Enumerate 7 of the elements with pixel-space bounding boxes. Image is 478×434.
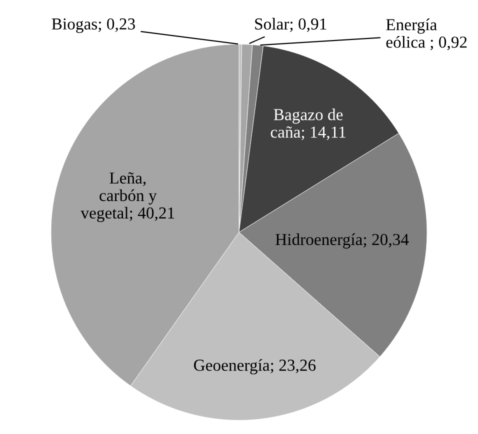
slice-label: Hidroenergía; 20,34: [276, 233, 409, 249]
slice-label: Energía eólica ; 0,92: [386, 18, 467, 50]
slice-label: Bagazo de caña; 14,11: [270, 108, 346, 140]
slice-label: Geoenergía; 23,26: [194, 359, 316, 374]
slice-label: Biogas; 0,23: [52, 18, 135, 34]
slice-label: Solar; 0,91: [255, 18, 326, 32]
slice-label: Leña, carbón y vegetal; 40,21: [80, 172, 174, 222]
